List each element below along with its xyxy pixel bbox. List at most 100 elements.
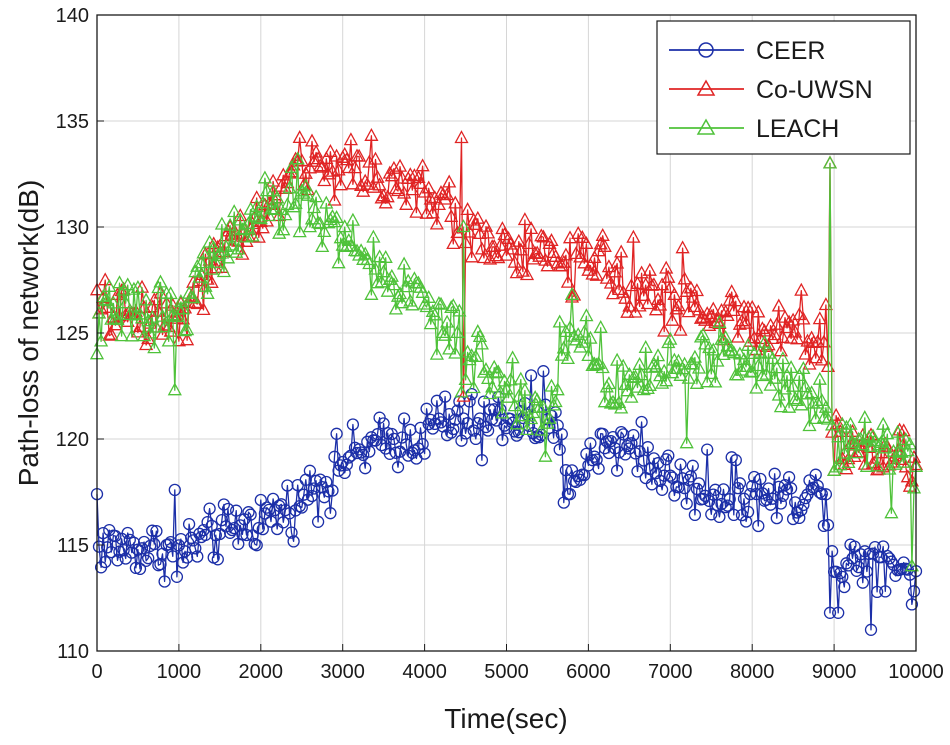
data-point-co-uwsn <box>124 305 139 319</box>
data-point-leach <box>650 348 666 362</box>
data-point-leach <box>110 312 125 326</box>
x-tick-label: 8000 <box>730 661 775 683</box>
data-point-co-uwsn <box>331 162 346 176</box>
data-point-ceer <box>250 539 263 552</box>
data-point-co-uwsn <box>327 192 342 206</box>
data-point-leach <box>673 367 688 381</box>
data-point-leach <box>902 436 917 450</box>
data-point-ceer <box>610 464 624 477</box>
data-point-leach <box>700 374 715 388</box>
data-point-ceer <box>473 412 487 425</box>
data-point-co-uwsn <box>540 258 555 272</box>
data-point-ceer <box>369 434 382 447</box>
data-point-ceer <box>680 497 693 510</box>
data-point-co-uwsn <box>501 230 516 244</box>
data-point-leach <box>145 309 160 323</box>
data-point-leach <box>282 180 297 194</box>
data-point-leach <box>775 351 790 365</box>
data-point-leach <box>380 283 395 297</box>
y-tick-label: 125 <box>56 323 89 345</box>
series-leach <box>89 151 924 572</box>
data-point-co-uwsn <box>689 283 704 297</box>
legend-entry-co-uwsn: Co-UWSN <box>669 76 873 104</box>
data-point-ceer <box>273 499 286 512</box>
data-point-co-uwsn <box>839 461 854 475</box>
data-point-leach <box>884 505 899 519</box>
data-point-leach <box>855 437 870 451</box>
data-point-ceer <box>617 428 630 441</box>
data-point-co-uwsn <box>634 265 649 279</box>
data-point-ceer <box>228 521 241 535</box>
data-point-ceer <box>696 492 710 506</box>
data-point-ceer <box>414 421 427 435</box>
data-point-leach <box>538 448 553 462</box>
data-point-ceer <box>303 464 317 477</box>
data-point-leach <box>311 215 326 229</box>
data-point-ceer <box>590 453 603 466</box>
data-point-co-uwsn <box>470 210 485 224</box>
data-point-leach <box>200 285 215 299</box>
data-point-ceer <box>326 484 339 497</box>
data-point-ceer <box>645 478 659 491</box>
data-point-leach <box>120 277 135 291</box>
data-point-co-uwsn <box>368 151 383 165</box>
data-point-leach <box>636 382 651 396</box>
data-point-leach <box>655 375 670 389</box>
data-point-ceer <box>281 479 294 492</box>
data-point-leach <box>890 424 905 438</box>
data-point-leach <box>786 378 801 392</box>
data-point-ceer <box>655 483 669 496</box>
data-point-ceer <box>768 467 781 480</box>
data-point-ceer <box>860 565 874 578</box>
data-point-co-uwsn <box>102 327 117 341</box>
data-point-co-uwsn <box>440 187 455 201</box>
x-tick-label: 0 <box>91 661 102 683</box>
data-point-ceer <box>813 486 826 499</box>
data-point-ceer <box>418 447 431 460</box>
data-point-leach <box>337 219 352 233</box>
data-point-leach <box>558 324 573 338</box>
data-point-co-uwsn <box>683 280 698 294</box>
data-point-leach <box>818 399 833 413</box>
data-point-leach <box>329 210 344 224</box>
data-point-leach <box>751 358 766 372</box>
data-point-leach <box>456 219 471 233</box>
data-point-leach <box>106 295 121 309</box>
data-point-co-uwsn <box>802 356 817 370</box>
data-point-leach <box>560 351 575 365</box>
data-point-co-uwsn <box>587 250 602 264</box>
data-point-leach <box>712 314 727 328</box>
data-point-leach <box>607 396 623 410</box>
data-point-leach <box>376 264 391 278</box>
data-point-leach <box>511 388 526 402</box>
data-point-ceer <box>770 511 783 525</box>
data-point-co-uwsn <box>343 132 358 146</box>
data-point-ceer <box>230 504 243 517</box>
data-point-co-uwsn <box>524 221 539 235</box>
data-point-leach <box>708 374 723 388</box>
data-point-ceer <box>725 451 738 464</box>
data-point-ceer <box>756 487 769 500</box>
data-point-co-uwsn <box>192 273 207 287</box>
data-point-ceer <box>678 481 691 495</box>
data-point-leach <box>386 277 401 291</box>
data-point-co-uwsn <box>806 334 821 348</box>
data-point-leach <box>177 323 193 337</box>
data-point-leach <box>223 217 238 231</box>
data-point-leach <box>284 159 299 173</box>
data-point-co-uwsn <box>706 301 721 315</box>
data-point-leach <box>139 292 154 306</box>
data-point-ceer <box>658 469 671 482</box>
data-point-ceer <box>438 390 452 403</box>
data-point-ceer <box>709 483 722 496</box>
data-point-co-uwsn <box>448 195 463 209</box>
data-point-leach <box>247 208 262 222</box>
data-point-leach <box>210 247 225 261</box>
data-point-co-uwsn <box>538 252 553 266</box>
data-point-leach <box>468 349 483 363</box>
data-point-co-uwsn <box>423 191 438 205</box>
data-point-leach <box>659 373 674 387</box>
data-point-co-uwsn <box>614 244 629 258</box>
data-point-leach <box>616 358 631 372</box>
data-point-ceer <box>889 569 902 582</box>
